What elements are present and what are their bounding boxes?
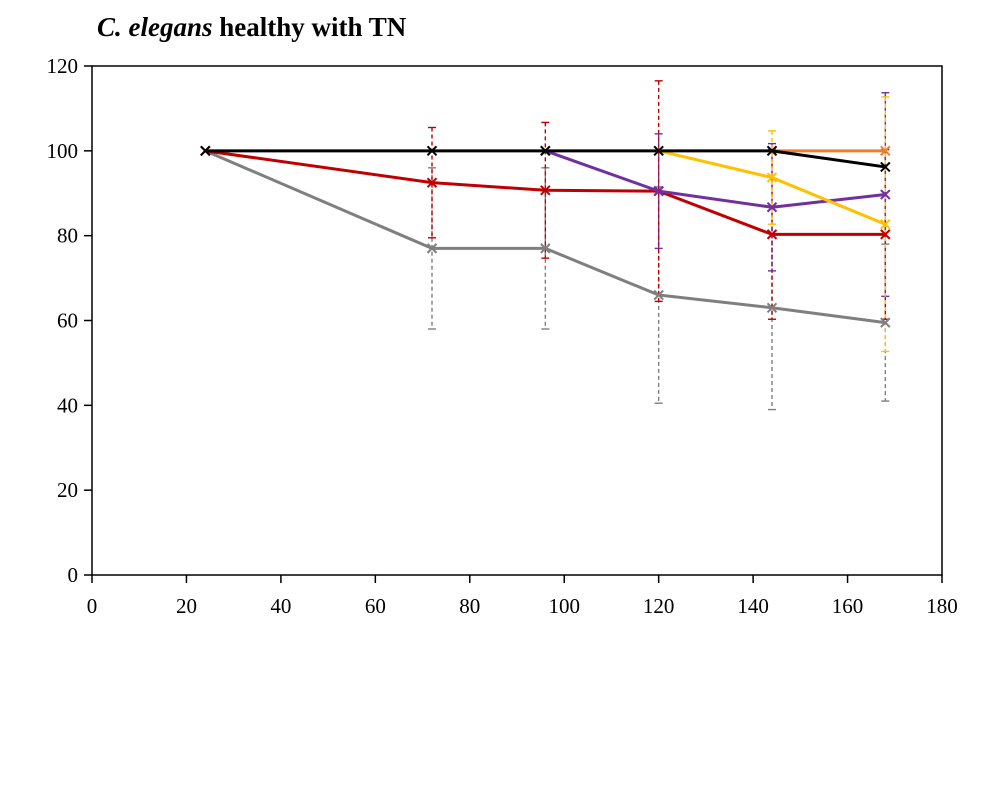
marker-s5-p2 [540,145,551,157]
error-bar-s1-p3 [654,80,663,303]
x-tick-label-7: 140 [737,594,769,618]
marker-stroke-b [653,185,664,197]
x-tick-label-3: 60 [365,594,386,618]
chart-title: C. elegans healthy with TN [97,12,407,42]
marker-stroke-b [766,145,778,157]
error-bars [428,80,890,411]
marker-stroke-b [880,229,891,240]
x-tick-label-9: 180 [926,594,958,618]
marker-s2-p3 [880,189,891,200]
marker-stroke-b [540,145,551,157]
series-lines [204,149,886,325]
marker-stroke-b [653,289,664,301]
marker-stroke-b [880,161,891,173]
marker-s0-p1 [426,243,438,254]
series-line-5 [205,149,886,169]
marker-stroke-b [880,219,891,230]
marker-stroke-b [653,145,664,157]
marker-stroke-b [766,229,778,240]
marker-s3-p1 [766,172,778,183]
y-tick-label-4: 80 [57,224,78,248]
marker-stroke-b [766,202,778,213]
marker-stroke-b [880,145,891,157]
marker-s0-p5 [880,317,891,328]
x-tick-label-1: 20 [176,594,197,618]
marker-s4-p1 [880,145,891,157]
y-tick-label-6: 120 [47,54,79,78]
y-tick-label-5: 100 [47,139,79,163]
chart-title-rest: healthy with TN [213,12,407,42]
marker-s2-p1 [653,185,664,197]
marker-s5-p3 [653,145,664,157]
marker-stroke-b [880,189,891,200]
y-tick-label-3: 60 [57,309,78,333]
marker-s1-p1 [426,177,438,188]
series-line-1 [205,149,886,236]
marker-s5-p5 [880,161,891,173]
series-line-0 [204,149,886,325]
x-tick-label-8: 160 [832,594,864,618]
marker-s0-p2 [540,243,551,254]
marker-s1-p4 [766,229,778,240]
marker-stroke-b [426,177,438,188]
axes: 0 20 40 60 80 100 120 140 160 180 0 20 40 60 80 100 120 [47,54,958,618]
marker-s0-p4 [766,302,778,313]
marker-stroke-b [766,302,778,313]
x-tick-label-5: 100 [548,594,580,618]
marker-s5-p0 [200,145,211,157]
marker-stroke-b [540,243,551,254]
marker-s1-p2 [540,185,551,196]
marker-s5-p1 [426,145,438,157]
x-tick-label-2: 40 [270,594,291,618]
x-tick-label-6: 120 [643,594,675,618]
y-tick-label-0: 0 [68,563,79,587]
error-bar-s1-p2 [541,121,550,259]
chart-title-italic: C. elegans [97,12,213,42]
marker-stroke-b [766,172,778,183]
marker-s2-p2 [766,202,778,213]
marker-stroke-b [426,243,438,254]
x-tick-label-4: 80 [459,594,480,618]
marker-stroke-b [880,317,891,328]
y-tick-label-1: 20 [57,478,78,502]
y-tick-label-2: 40 [57,393,78,417]
marker-s0-p3 [653,289,664,301]
plot-area [91,65,943,576]
marker-stroke-b [200,145,211,157]
marker-s5-p4 [766,145,778,157]
marker-stroke-b [540,185,551,196]
x-tick-label-0: 0 [87,594,98,618]
marker-stroke-b [426,145,438,157]
marker-s1-p5 [880,229,891,240]
series-markers [200,145,891,328]
error-bar-s1-p1 [428,126,436,239]
marker-s3-p2 [880,219,891,230]
